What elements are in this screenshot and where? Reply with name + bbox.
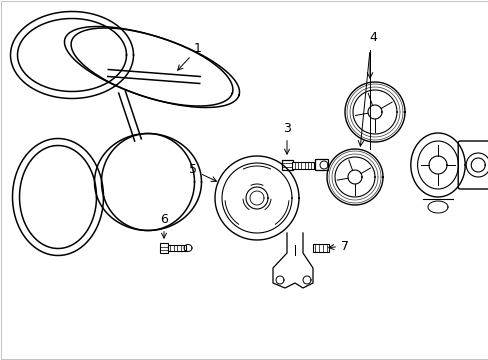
Text: 3: 3 (283, 122, 290, 154)
FancyBboxPatch shape (168, 245, 185, 251)
Text: 7: 7 (328, 239, 348, 252)
FancyBboxPatch shape (315, 159, 328, 171)
FancyBboxPatch shape (291, 162, 313, 168)
Text: 2: 2 (0, 359, 1, 360)
FancyBboxPatch shape (160, 243, 168, 253)
FancyBboxPatch shape (457, 141, 488, 189)
Text: 1: 1 (177, 42, 202, 70)
FancyBboxPatch shape (312, 244, 328, 252)
FancyBboxPatch shape (281, 160, 292, 170)
Text: 5: 5 (189, 163, 216, 181)
Text: 4: 4 (368, 31, 376, 44)
Text: 6: 6 (160, 213, 167, 238)
